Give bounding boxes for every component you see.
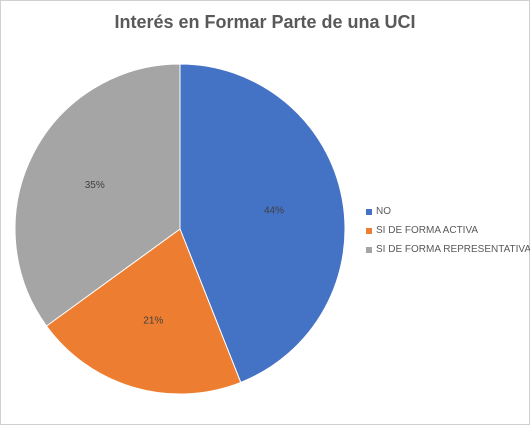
legend-swatch-no (366, 208, 372, 215)
legend-item-no: NO (366, 202, 530, 221)
legend-item-si-de-forma-representativa: SI DE FORMA REPRESENTATIVA (366, 240, 530, 259)
chart-legend: NO SI DE FORMA ACTIVA SI DE FORMA REPRESEN… (366, 202, 530, 259)
chart-title: Interés en Formar Parte de una UCI (114, 12, 416, 32)
data-label-si-de-forma-representativa: 35% (85, 180, 105, 191)
legend-label-no: NO (376, 206, 391, 217)
data-label-si-de-forma-activa: 21% (143, 316, 163, 327)
legend-swatch-si-de-forma-representativa (366, 246, 372, 253)
legend-label-si-de-forma-representativa: SI DE FORMA REPRESENTATIVA (376, 244, 530, 255)
pie-slice-si-de-forma-representativa (14, 63, 181, 327)
pie-slice-no (179, 63, 346, 384)
data-label-no: 44% (264, 206, 284, 217)
legend-swatch-si-de-forma-activa (366, 227, 372, 234)
pie-slice-si-de-forma-activa (45, 228, 242, 395)
legend-label-si-de-forma-activa: SI DE FORMA ACTIVA (376, 225, 479, 236)
legend-item-si-de-forma-activa: SI DE FORMA ACTIVA (366, 221, 530, 240)
